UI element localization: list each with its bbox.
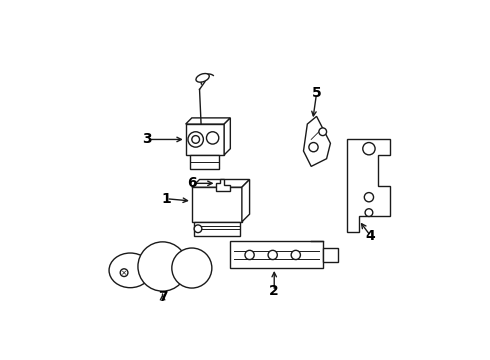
Circle shape — [120, 269, 128, 276]
Circle shape — [192, 136, 199, 143]
Circle shape — [363, 143, 375, 155]
Ellipse shape — [109, 253, 151, 288]
Bar — [186, 124, 224, 155]
Circle shape — [319, 128, 327, 136]
Ellipse shape — [196, 73, 209, 82]
Polygon shape — [186, 118, 230, 124]
Text: 3: 3 — [143, 132, 152, 147]
Polygon shape — [224, 118, 230, 155]
Circle shape — [138, 242, 187, 291]
Text: 6: 6 — [187, 176, 196, 190]
Circle shape — [245, 250, 254, 260]
Circle shape — [194, 225, 202, 233]
Bar — [190, 155, 219, 169]
Polygon shape — [347, 139, 390, 232]
Text: 1: 1 — [162, 192, 172, 206]
Text: 7: 7 — [158, 290, 168, 304]
Circle shape — [268, 250, 277, 260]
Circle shape — [365, 209, 373, 216]
Circle shape — [365, 193, 373, 202]
Bar — [194, 222, 240, 236]
Polygon shape — [303, 116, 330, 166]
Circle shape — [206, 132, 219, 144]
Polygon shape — [192, 180, 249, 187]
Polygon shape — [217, 179, 230, 191]
Text: 2: 2 — [270, 284, 279, 298]
Bar — [230, 241, 323, 268]
Text: 5: 5 — [312, 86, 321, 100]
Text: 4: 4 — [366, 229, 375, 243]
Circle shape — [309, 143, 318, 152]
Circle shape — [188, 132, 203, 147]
Circle shape — [291, 250, 300, 260]
Polygon shape — [242, 180, 249, 222]
Bar — [323, 248, 338, 262]
Bar — [192, 187, 242, 222]
Circle shape — [172, 248, 212, 288]
